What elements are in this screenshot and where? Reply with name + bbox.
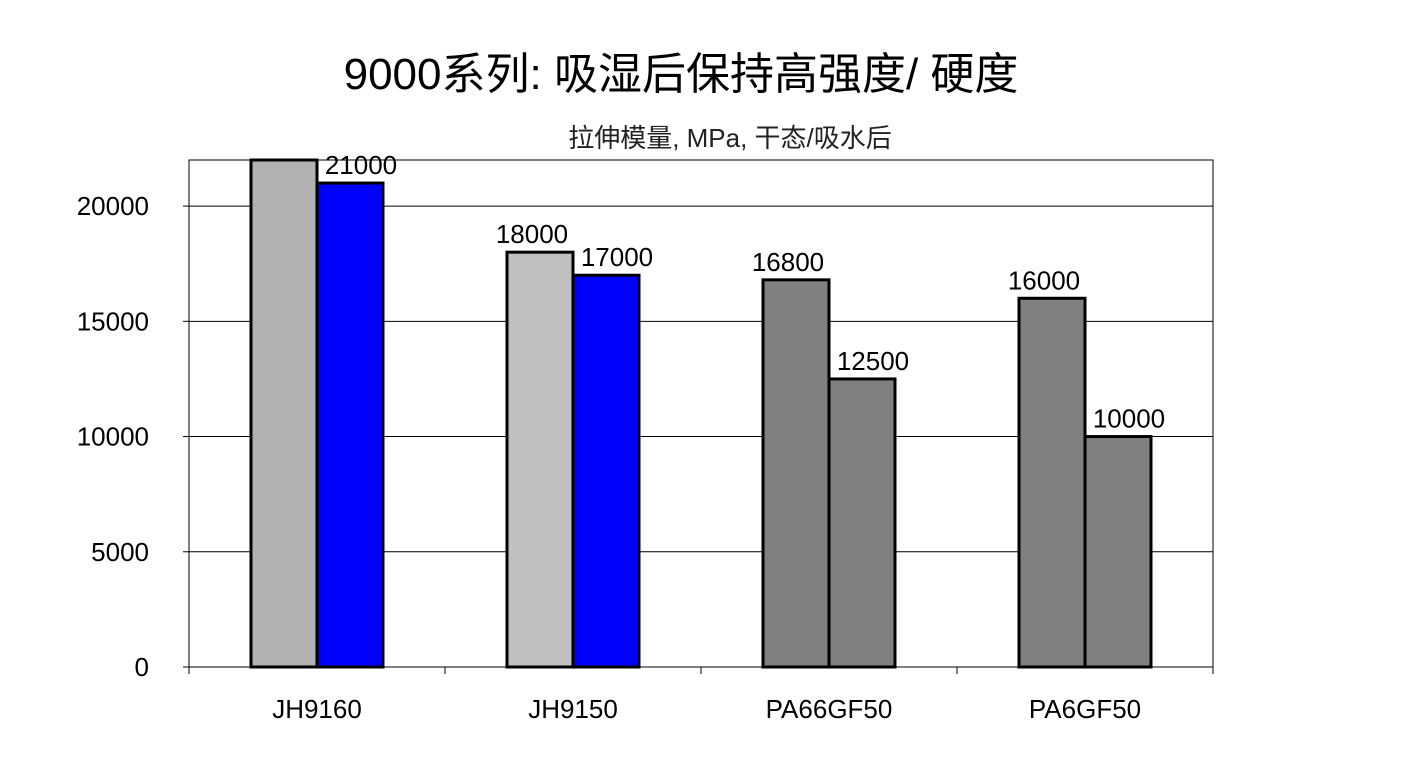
bar bbox=[1083, 435, 1153, 669]
data-label: 12500 bbox=[837, 346, 909, 376]
x-tick-label: PA66GF50 bbox=[766, 694, 893, 724]
plot-area: 0 5000 10000 15000 20000 21000 JH9160 18000 1700… bbox=[77, 150, 1214, 724]
data-label: 17000 bbox=[581, 242, 653, 272]
bar bbox=[315, 181, 385, 669]
bar bbox=[571, 273, 641, 669]
x-tick-label: JH9150 bbox=[528, 694, 618, 724]
data-label: 16000 bbox=[1008, 265, 1080, 295]
bar bbox=[249, 158, 319, 669]
x-tick-label: PA6GF50 bbox=[1029, 694, 1141, 724]
data-label: 18000 bbox=[496, 219, 568, 249]
bar bbox=[761, 278, 831, 669]
data-label: 21000 bbox=[325, 150, 397, 180]
y-tick-label: 5000 bbox=[91, 537, 149, 567]
bar bbox=[1017, 296, 1087, 669]
y-tick-label: 10000 bbox=[77, 422, 149, 452]
data-label: 10000 bbox=[1093, 404, 1165, 434]
bar bbox=[505, 250, 575, 669]
x-tick-label: JH9160 bbox=[272, 694, 362, 724]
data-label: 16800 bbox=[752, 247, 824, 277]
y-tick-label: 20000 bbox=[77, 191, 149, 221]
y-tick-label: 15000 bbox=[77, 306, 149, 336]
chart-subtitle: 拉伸模量, MPa, 干态/吸水后 bbox=[568, 123, 892, 153]
y-tick-label: 0 bbox=[135, 652, 149, 682]
page-title: 9000系列: 吸湿后保持高强度/ 硬度 bbox=[343, 50, 1019, 99]
bar bbox=[827, 377, 897, 669]
